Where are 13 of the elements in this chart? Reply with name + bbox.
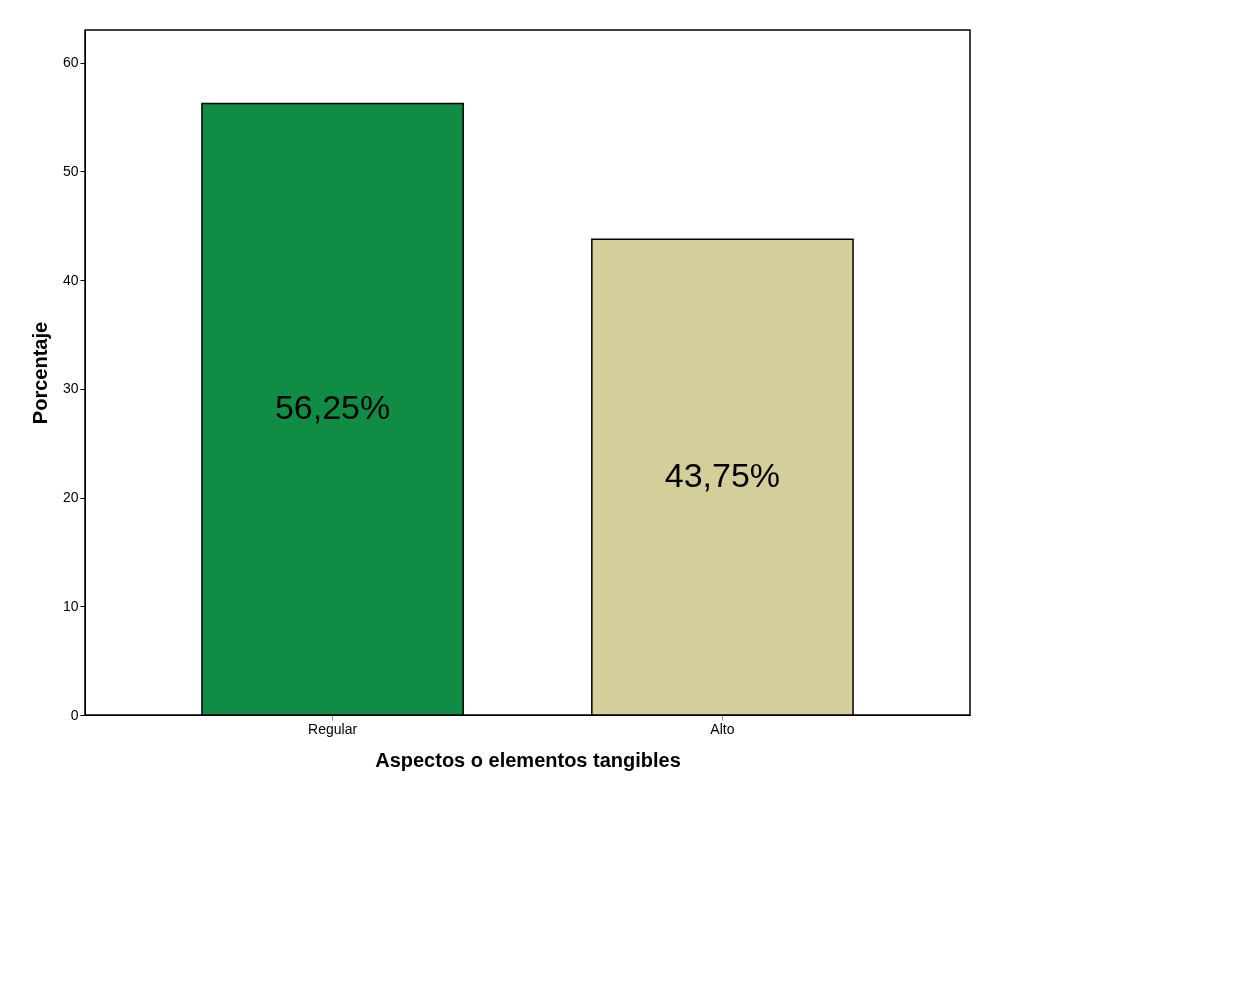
x-tick-label: Regular [308,720,358,737]
x-tick-label: Alto [710,720,735,737]
y-tick-label: 40 [62,271,79,288]
y-tick-label: 0 [70,706,79,723]
x-axis-title: Aspectos o elementos tangibles [375,748,681,771]
y-tick-label: 50 [62,162,79,179]
data-label: 56,25% [274,388,391,427]
y-tick-label: 30 [62,380,79,397]
y-tick-label: 10 [62,597,79,614]
data-label: 43,75% [664,456,781,495]
y-tick-label: 60 [62,54,79,71]
y-tick-label: 20 [62,489,79,506]
y-axis-title: Porcentaje [28,321,51,425]
